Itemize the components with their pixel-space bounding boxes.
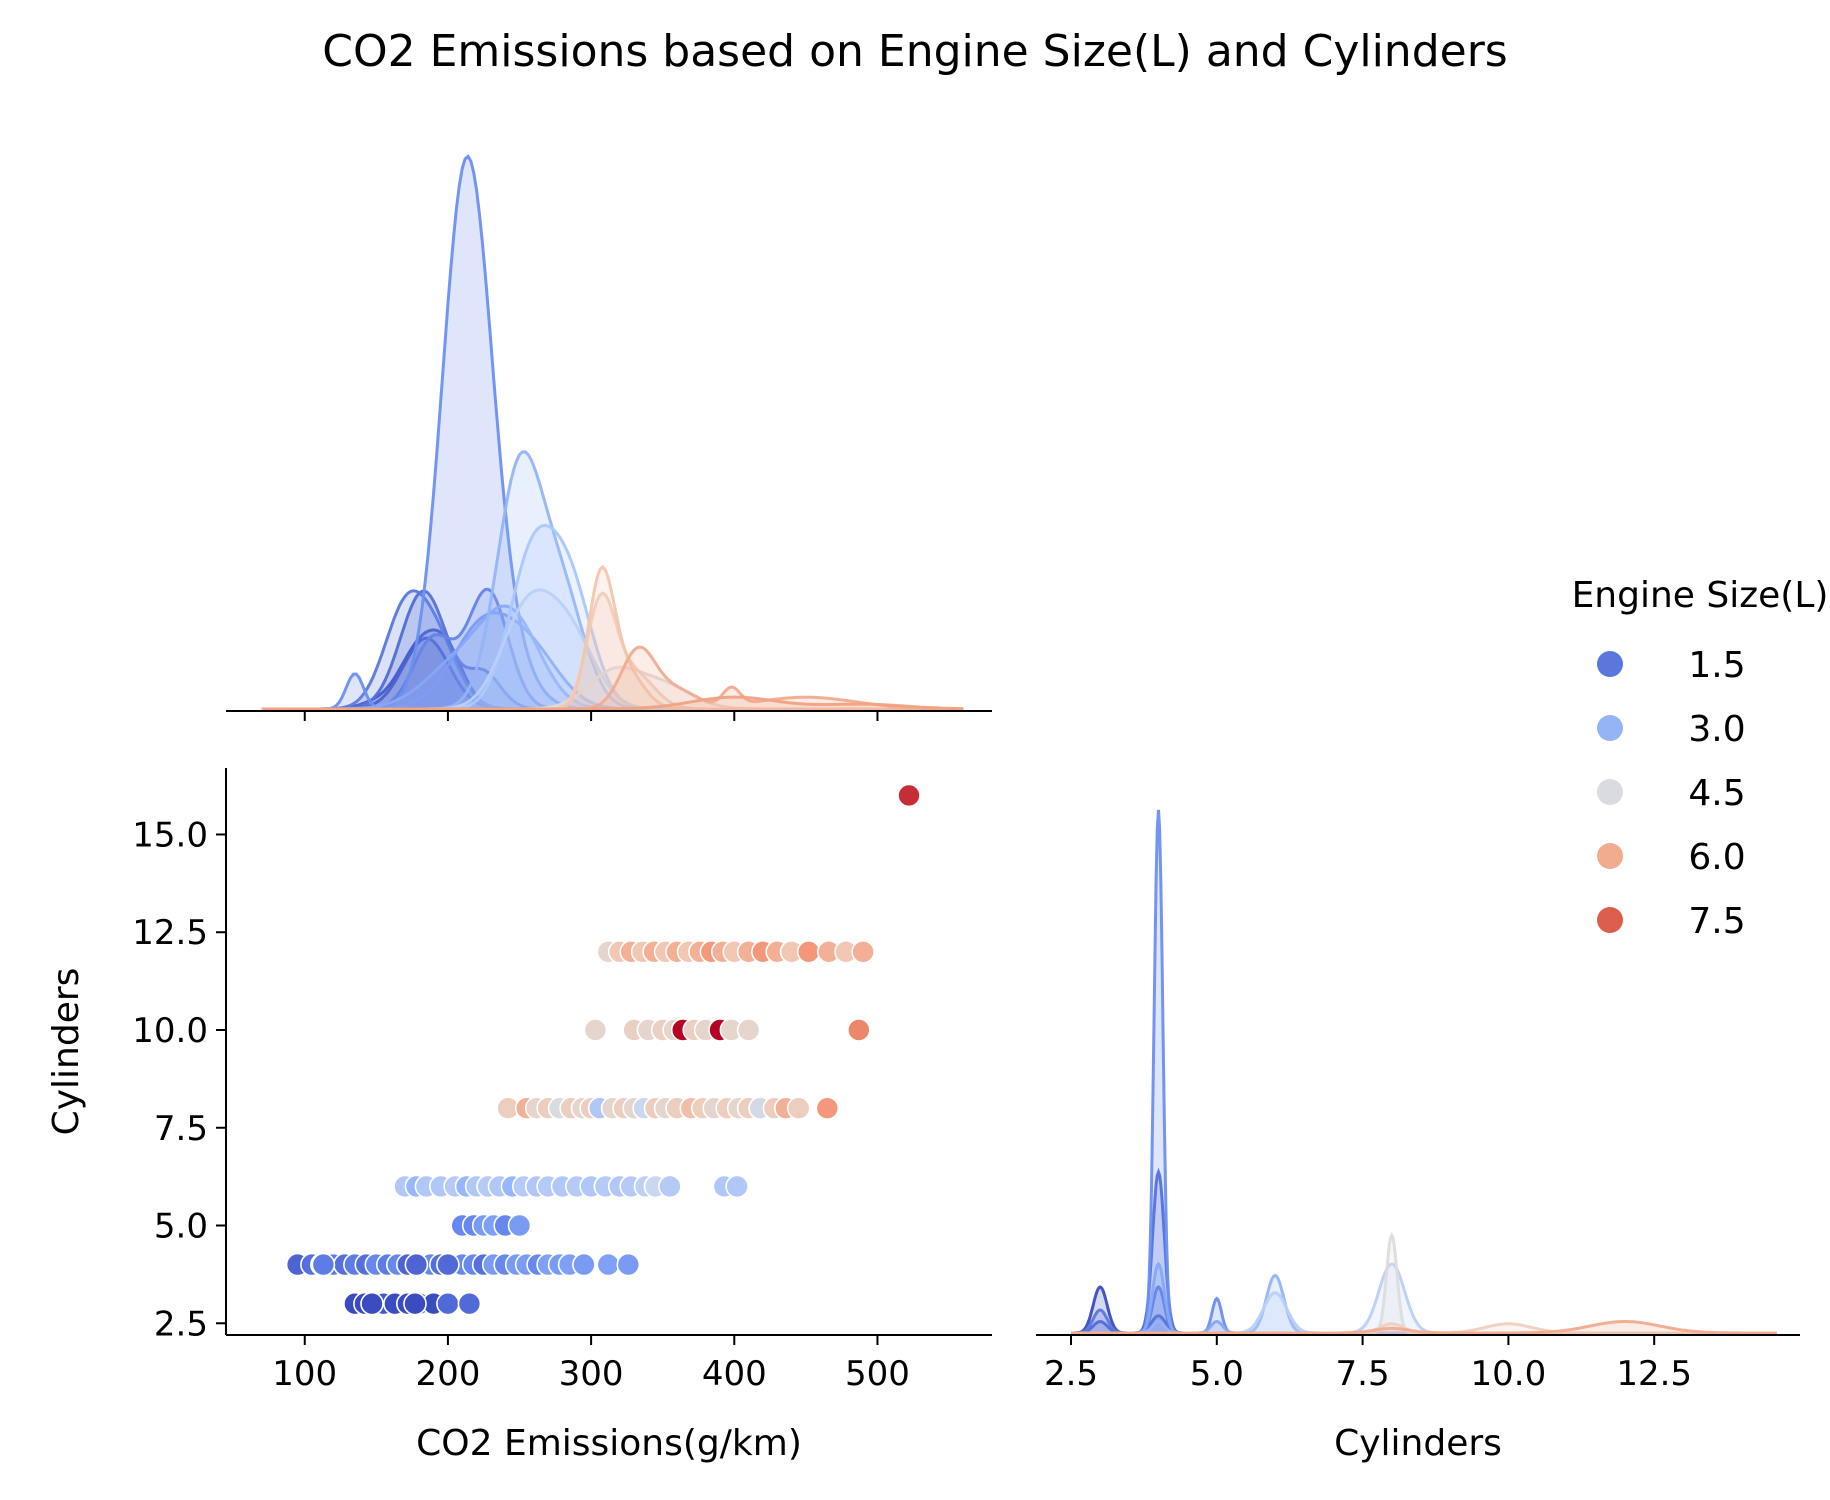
legend-label: 7.5: [1688, 901, 1745, 942]
density-fill-1: [261, 638, 964, 711]
y-tick-label: 15.0: [132, 815, 208, 855]
density-fill-4: [1070, 1264, 1777, 1335]
legend-marker: [1597, 843, 1623, 869]
y-axis-label: Cylinders: [46, 968, 87, 1136]
cylinders-density-panel: 2.5 5.0 7.5 10.0 12.5 Cylinders: [1036, 809, 1800, 1464]
scatter-point: [851, 939, 875, 964]
x-axis-label: CO2 Emissions(g/km): [416, 1423, 802, 1464]
density-fill-14: [261, 647, 964, 711]
legend-marker: [1597, 779, 1623, 805]
scatter-point: [583, 1018, 608, 1042]
y-tick-label: 10.0: [132, 1011, 208, 1051]
co2-density-panel: [226, 154, 992, 721]
density-line-1: [1071, 1167, 1777, 1335]
scatter-point: [616, 1252, 641, 1277]
density-line-5: [1071, 1273, 1777, 1335]
density-fill-5: [261, 156, 964, 711]
density-fill-15: [261, 697, 964, 711]
density-fill-5: [1070, 1275, 1777, 1335]
density-line-0: [1071, 1285, 1777, 1335]
scatter-point: [897, 783, 921, 808]
chart-title: CO2 Emissions based on Engine Size(L) an…: [322, 26, 1507, 77]
scatter-point: [404, 1252, 429, 1277]
y-tick-label: 5.0: [154, 1207, 208, 1247]
density-fill-6: [1070, 1264, 1777, 1335]
x-tick-label: 300: [559, 1354, 624, 1394]
y-tick-label: 2.5: [154, 1304, 208, 1344]
x-tick-label: 7.5: [1336, 1354, 1390, 1394]
density-fill-0: [261, 629, 964, 711]
density-line-4: [1071, 1261, 1777, 1335]
density-fill-6: [261, 612, 964, 711]
scatter-point: [360, 1291, 384, 1316]
legend-label: 1.5: [1688, 645, 1745, 686]
scatter-point: [457, 1291, 482, 1316]
density-fill-13: [261, 567, 964, 711]
x-tick-label: 2.5: [1044, 1354, 1098, 1394]
scatter-point: [658, 1174, 682, 1199]
scatter-point: [596, 1252, 621, 1277]
density-fill-3: [1070, 809, 1777, 1335]
scatter-point: [436, 1252, 460, 1277]
y-tick-label: 7.5: [154, 1109, 208, 1149]
scatter-point: [725, 1174, 749, 1199]
scatter-point: [786, 1096, 811, 1120]
legend-label: 4.5: [1688, 773, 1745, 814]
x-tick-label: 100: [272, 1354, 337, 1394]
scatter-point: [403, 1291, 427, 1316]
density-line-9: [1071, 1320, 1777, 1335]
x-axis-label: Cylinders: [1334, 1423, 1502, 1464]
y-tick-label: 12.5: [132, 913, 208, 953]
legend-label: 6.0: [1688, 837, 1745, 878]
density-fill-7: [1070, 1235, 1777, 1335]
legend-label: 3.0: [1688, 709, 1745, 750]
x-tick-label: 10.0: [1471, 1354, 1547, 1394]
density-fill-7: [261, 606, 964, 711]
density-line-2: [1071, 1285, 1777, 1335]
scatter-point: [311, 1252, 336, 1277]
x-tick-label: 400: [702, 1354, 767, 1394]
x-tick-label: 12.5: [1616, 1354, 1692, 1394]
scatter-panel: 100 200 300 400 500 2.5 5.0 7.5 10.0 12.5 15.0 CO2 …: [46, 768, 992, 1464]
legend-title: Engine Size(L): [1572, 575, 1829, 616]
scatter-point: [507, 1213, 532, 1238]
legend-marker: [1597, 715, 1623, 741]
scatter-point: [736, 1018, 761, 1042]
legend: Engine Size(L) 1.5 3.0 4.5 6.0 7.5: [1572, 575, 1829, 942]
scatter-point: [572, 1252, 596, 1277]
x-tick-label: 5.0: [1190, 1354, 1244, 1394]
density-line-6: [1071, 1262, 1777, 1335]
scatter-point: [796, 939, 821, 964]
density-fill-12: [261, 593, 964, 711]
legend-items: 1.5 3.0 4.5 6.0 7.5: [1597, 645, 1746, 942]
density-line-7: [1071, 1231, 1777, 1335]
density-fill-1: [1070, 1172, 1777, 1335]
density-line-3: [1071, 809, 1777, 1335]
density-line-15: [261, 695, 964, 711]
legend-marker: [1597, 907, 1623, 933]
legend-marker: [1597, 651, 1623, 677]
x-tick-label: 200: [415, 1354, 480, 1394]
scatter-point: [815, 1096, 840, 1120]
x-tick-label: 500: [845, 1354, 910, 1394]
scatter-point: [846, 1018, 871, 1042]
scatter-point: [436, 1291, 460, 1316]
